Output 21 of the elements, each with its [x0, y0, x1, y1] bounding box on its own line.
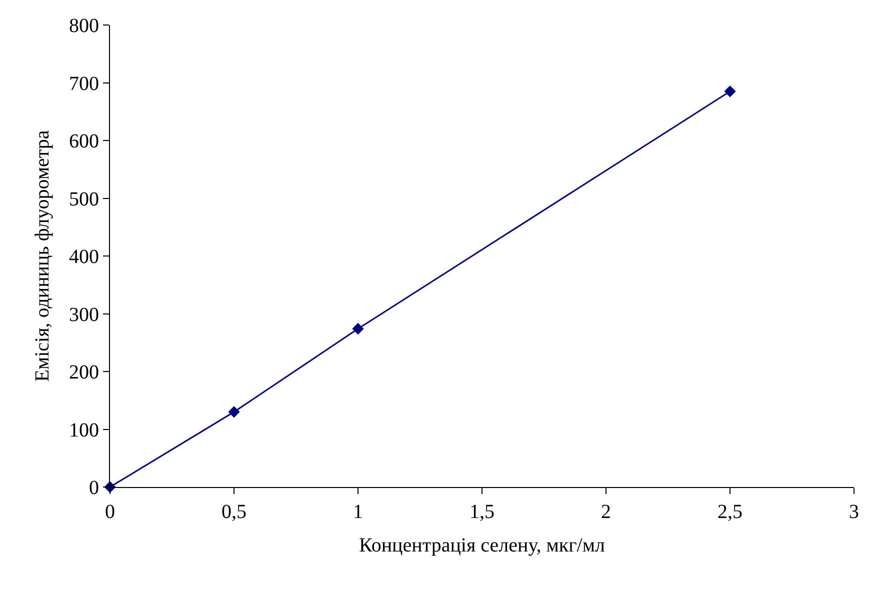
- y-tick-label: 100: [69, 419, 99, 442]
- y-tick-label: 200: [69, 362, 99, 384]
- x-tick-label: 0,5: [222, 501, 246, 523]
- x-tick-label: 1: [353, 501, 363, 523]
- y-tick-label: 500: [69, 188, 99, 210]
- y-tick-label: 0: [89, 477, 99, 499]
- y-tick-label: 300: [69, 304, 99, 326]
- x-tick-label: 3: [849, 501, 859, 523]
- point: [724, 86, 736, 98]
- y-axis-title: Емісія, одиниць флуорометра: [32, 130, 54, 382]
- x-axis-title: Концентрація селену, мкг/мл: [359, 534, 606, 556]
- y-tick-label: 700: [69, 72, 99, 95]
- y-tick-label: 600: [69, 130, 99, 152]
- point: [352, 322, 364, 335]
- point: [228, 406, 240, 418]
- x-tick-label: 1,5: [470, 501, 494, 523]
- y-tick-label: 800: [69, 15, 99, 37]
- x-tick-label: 2,5: [718, 501, 742, 523]
- x-tick-label: 0: [105, 501, 115, 523]
- y-tick-label: 400: [69, 246, 99, 268]
- x-tick-label: 2: [601, 501, 611, 523]
